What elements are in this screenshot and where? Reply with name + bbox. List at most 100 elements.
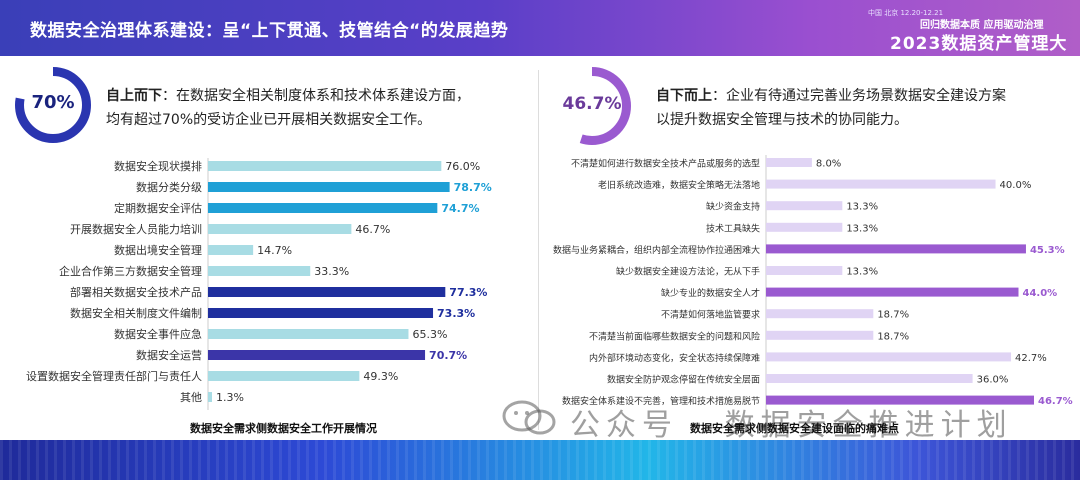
brand-logo-text: 2023数据资产管理大会 [890, 34, 1068, 54]
bar [766, 266, 843, 275]
data-label: 74.7% [441, 202, 479, 215]
data-label: 77.3% [449, 286, 487, 299]
bar [208, 161, 442, 171]
data-label: 13.3% [846, 267, 878, 278]
category-label: 部署相关数据安全技术产品 [70, 285, 202, 299]
bar [208, 350, 426, 360]
data-label: 70.7% [429, 349, 467, 362]
page-title: 数据安全治理体系建设：呈“上下贯通、技管结合“的发展趋势 [30, 21, 509, 41]
bar [766, 179, 996, 189]
bar [766, 330, 874, 340]
intro-right-line2: 以提升数据安全管理与技术的协同能力。 [656, 112, 908, 128]
category-label: 数据出境安全管理 [114, 243, 202, 257]
bar [208, 245, 254, 255]
bar [766, 374, 973, 383]
intro-left-line2: 均有超过70%的受访企业已开展相关数据安全工作。 [106, 112, 432, 128]
ring-left-arc [15, 67, 91, 143]
bar [766, 222, 843, 232]
category-label: 数据安全现状摸排 [114, 159, 202, 173]
category-label: 内外部环境动态变化，安全状态持续保障难 [589, 352, 760, 364]
header-banner: 数据安全治理体系建设：呈“上下贯通、技管结合“的发展趋势 中国 北京 12.20… [0, 0, 1080, 56]
intro-left-line1: ：在数据安全相关制度体系和技术体系建设方面， [162, 88, 470, 104]
bar [208, 371, 360, 381]
category-label: 老旧系统改造难，数据安全策略无法落地 [598, 179, 760, 191]
footer-band [0, 440, 1080, 480]
category-label: 缺少专业的数据安全人才 [661, 287, 760, 299]
bar [208, 287, 446, 297]
data-label: 76.0% [445, 160, 480, 173]
chart-caption-right: 数据安全需求侧数据安全建设面临的痛难点 [690, 422, 899, 435]
bar [208, 203, 438, 213]
data-label: 49.3% [363, 370, 398, 383]
ring-right-arc [553, 67, 631, 145]
watermark-text: 公众号 · 数据安全推进计划 [570, 408, 1013, 443]
bar [766, 287, 1019, 297]
category-label: 定期数据安全评估 [114, 201, 202, 215]
category-label: 设置数据安全管理责任部门与责任人 [26, 369, 202, 383]
data-label: 18.7% [877, 310, 909, 321]
data-label: 18.7% [877, 331, 909, 342]
intro-left-keyword: 自上而下 [106, 88, 162, 104]
data-label: 65.3% [412, 328, 447, 341]
data-label: 1.3% [216, 391, 244, 404]
category-label: 缺少资金支持 [706, 201, 760, 213]
data-label: 14.7% [257, 244, 292, 257]
category-label: 开展数据安全人员能力培训 [70, 222, 202, 236]
bar [766, 158, 812, 167]
category-label: 技术工具缺失 [706, 222, 760, 234]
category-label: 不清楚如何落地监管要求 [661, 309, 760, 321]
category-label: 其他 [180, 391, 202, 404]
intro-left: 自上而下：在数据安全相关制度体系和技术体系建设方面， 均有超过70%的受访企业已… [106, 84, 526, 132]
bar [766, 201, 843, 211]
data-label: 33.3% [314, 265, 349, 278]
progress-ring-right [553, 67, 631, 145]
bar [208, 224, 352, 234]
data-label: 42.7% [1015, 353, 1047, 364]
category-label: 企业合作第三方数据安全管理 [59, 264, 202, 278]
category-label: 数据安全相关制度文件编制 [70, 306, 202, 320]
data-label: 13.3% [846, 202, 878, 213]
category-label: 数据安全运营 [136, 348, 202, 362]
chart-right: 不清楚如何进行数据安全技术产品或服务的选型 8.0% 老旧系统改造难，数据安全策略无… [553, 155, 1073, 410]
category-label: 数据安全事件应急 [114, 327, 202, 341]
bar [766, 395, 1034, 405]
data-label: 45.3% [1030, 245, 1065, 256]
wechat-icon [502, 400, 556, 435]
data-label: 78.7% [454, 181, 492, 194]
category-label: 不清楚如何进行数据安全技术产品或服务的选型 [571, 158, 760, 170]
watermark: 公众号 · 数据安全推进计划 [500, 392, 1060, 443]
chart-left: 数据安全现状摸排 76.0% 数据分类分级 78.7% 定期数据安全评估 74.7% 开展数… [26, 158, 492, 410]
data-label: 40.0% [1000, 180, 1032, 191]
category-label: 数据安全防护观念停留在传统安全层面 [607, 374, 760, 386]
panel-divider [538, 70, 539, 430]
intro-right: 自下而上：企业有待通过完善业务场景数据安全建设方案 以提升数据安全管理与技术的协… [656, 84, 1076, 132]
chart-caption-left: 数据安全需求侧数据安全工作开展情况 [190, 422, 377, 435]
brand-subtitle: 中国 北京 12.20-12.21 [868, 9, 944, 17]
category-label: 数据与业务紧耦合，组织内部全流程协作拉通困难大 [553, 244, 760, 256]
bar [766, 352, 1012, 362]
bar [766, 244, 1026, 254]
ring-value-left: 70% [31, 92, 75, 113]
category-label: 不清楚当前面临哪些数据安全的问题和风险 [589, 330, 760, 342]
bar [208, 266, 311, 276]
data-label: 46.7% [355, 223, 390, 236]
data-label: 13.3% [846, 223, 878, 234]
intro-right-line1: ：企业有待通过完善业务场景数据安全建设方案 [712, 88, 1006, 104]
bar [208, 392, 212, 402]
data-label: 73.3% [437, 307, 475, 320]
bar [208, 308, 434, 318]
data-label: 8.0% [816, 159, 841, 170]
data-label: 44.0% [1023, 288, 1058, 299]
bar [208, 329, 409, 339]
progress-ring-left [15, 67, 91, 143]
category-label: 数据分类分级 [136, 180, 202, 194]
bar [208, 182, 450, 192]
data-label: 46.7% [1038, 396, 1073, 407]
brand-tagline: 回归数据本质 应用驱动治理 [920, 20, 1044, 31]
ring-value-right: 46.7% [562, 94, 622, 114]
intro-right-keyword: 自下而上 [656, 88, 712, 104]
category-label: 缺少数据安全建设方法论，无从下手 [616, 266, 760, 278]
data-label: 36.0% [977, 375, 1009, 386]
category-label: 数据安全体系建设不完善，管理和技术措施易脱节 [562, 395, 760, 407]
bar [766, 309, 874, 319]
